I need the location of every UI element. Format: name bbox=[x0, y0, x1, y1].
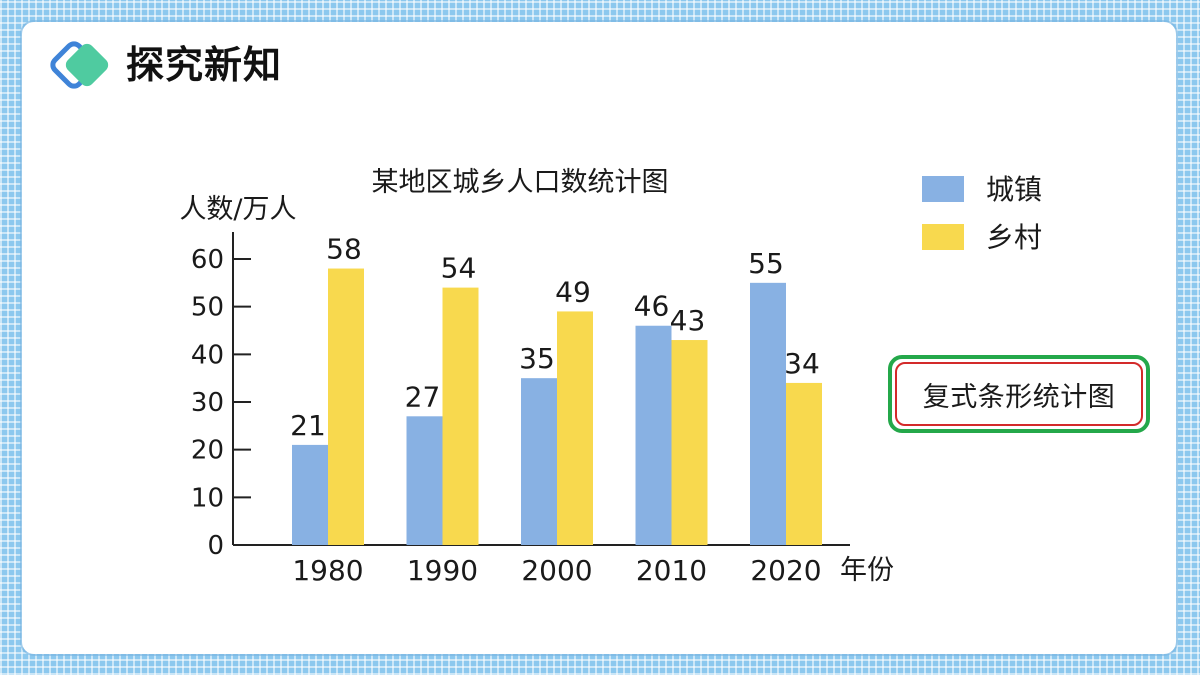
chart-type-note: 复式条形统计图 bbox=[888, 355, 1150, 433]
x-tick-label: 2000 bbox=[521, 554, 592, 587]
legend-label: 乡村 bbox=[986, 221, 1042, 254]
data-label: 35 bbox=[519, 342, 555, 375]
data-label: 27 bbox=[405, 380, 441, 413]
bar-乡村-1990 bbox=[442, 287, 479, 545]
bar-乡村-2010 bbox=[671, 340, 708, 545]
y-tick-label: 0 bbox=[207, 531, 224, 561]
bar-乡村-2020 bbox=[786, 382, 822, 545]
x-tick-label: 2010 bbox=[636, 554, 707, 587]
y-tick-label: 50 bbox=[191, 293, 224, 323]
content-card bbox=[22, 22, 1176, 654]
legend-swatch bbox=[922, 224, 964, 250]
data-label: 55 bbox=[748, 247, 784, 280]
y-tick-label: 20 bbox=[191, 436, 224, 466]
x-tick-label: 1990 bbox=[407, 554, 478, 587]
chart-title: 某地区城乡人口数统计图 bbox=[372, 167, 669, 198]
x-axis-label: 年份 bbox=[840, 555, 894, 586]
y-tick-label: 10 bbox=[191, 483, 224, 513]
bar-城镇-2000 bbox=[521, 378, 557, 545]
section-title: 探究新知 bbox=[126, 43, 283, 87]
chart-type-note-text: 复式条形统计图 bbox=[895, 362, 1143, 426]
data-label: 46 bbox=[634, 290, 670, 323]
legend-swatch bbox=[922, 176, 964, 202]
y-axis-label: 人数/万人 bbox=[179, 194, 296, 225]
bar-城镇-2020 bbox=[750, 282, 786, 545]
data-label: 43 bbox=[670, 304, 706, 337]
legend-label: 城镇 bbox=[986, 173, 1042, 206]
double-diamond-icon bbox=[50, 41, 109, 89]
x-tick-label: 2020 bbox=[750, 554, 821, 587]
bar-城镇-1980 bbox=[292, 444, 328, 545]
data-label: 54 bbox=[441, 252, 477, 285]
data-label: 58 bbox=[326, 233, 362, 266]
data-label: 49 bbox=[555, 275, 591, 308]
y-tick-label: 40 bbox=[191, 340, 224, 370]
bar-乡村-2000 bbox=[557, 311, 593, 545]
bar-城镇-1990 bbox=[406, 416, 443, 545]
bar-城镇-2010 bbox=[635, 325, 672, 545]
x-tick-label: 1980 bbox=[292, 554, 363, 587]
y-tick-label: 60 bbox=[191, 245, 224, 275]
data-label: 34 bbox=[784, 347, 820, 380]
y-tick-label: 30 bbox=[191, 388, 224, 418]
data-label: 21 bbox=[290, 409, 326, 442]
bar-乡村-1980 bbox=[328, 268, 364, 545]
